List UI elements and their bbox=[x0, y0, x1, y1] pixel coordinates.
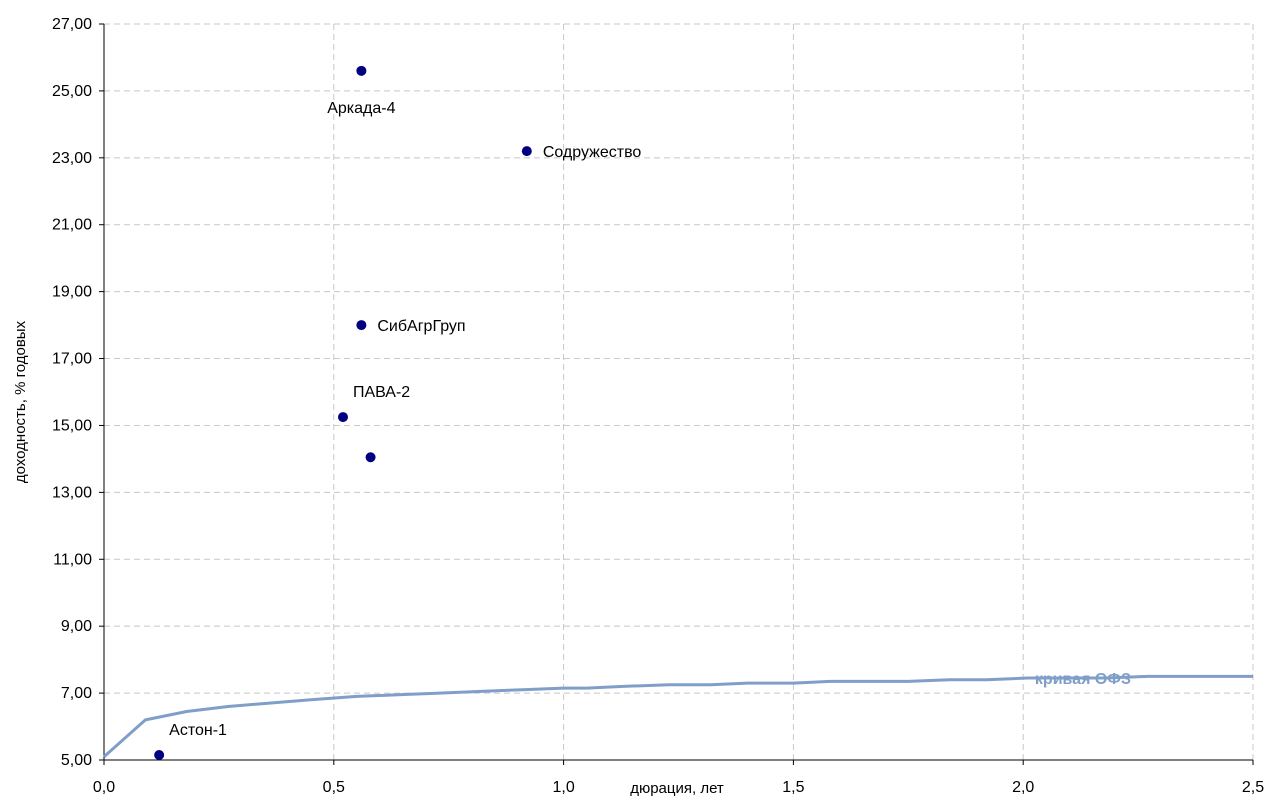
y-tick-label: 5,00 bbox=[61, 752, 92, 769]
y-tick-label: 7,00 bbox=[61, 685, 92, 702]
data-point bbox=[356, 65, 367, 76]
ofz-curve-label: кривая ОФЗ bbox=[1035, 671, 1131, 688]
y-tick-label: 27,00 bbox=[52, 16, 92, 33]
y-tick-label: 17,00 bbox=[52, 351, 92, 368]
y-tick-label: 23,00 bbox=[52, 150, 92, 167]
y-tick-label: 13,00 bbox=[52, 484, 92, 501]
point-label: Содружество bbox=[543, 144, 642, 161]
point-label: СибАгрГруп bbox=[377, 318, 465, 335]
y-tick-label: 25,00 bbox=[52, 83, 92, 100]
point-label: Аркада-4 bbox=[327, 100, 395, 117]
y-tick-label: 21,00 bbox=[52, 217, 92, 234]
data-point bbox=[365, 452, 376, 463]
y-tick-label: 9,00 bbox=[61, 618, 92, 635]
x-tick-label: 1,0 bbox=[552, 779, 574, 796]
point-label: Астон-1 bbox=[169, 722, 227, 739]
data-point bbox=[521, 146, 532, 157]
x-axis-title: дюрация, лет bbox=[630, 780, 724, 797]
x-tick-label: 2,0 bbox=[1012, 779, 1034, 796]
x-tick-label: 2,5 bbox=[1242, 779, 1264, 796]
x-tick-label: 0,5 bbox=[323, 779, 345, 796]
data-point bbox=[154, 749, 165, 760]
y-tick-label: 19,00 bbox=[52, 284, 92, 301]
y-axis-title: доходность, % годовых bbox=[12, 320, 29, 483]
plot-area bbox=[104, 24, 1253, 760]
x-tick-label: 1,5 bbox=[782, 779, 804, 796]
y-tick-label: 15,00 bbox=[52, 417, 92, 434]
data-point bbox=[337, 412, 348, 423]
point-label: ПАВА-2 bbox=[353, 384, 410, 401]
y-tick-label: 11,00 bbox=[53, 551, 92, 568]
data-point bbox=[356, 320, 367, 331]
x-tick-label: 0,0 bbox=[93, 779, 115, 796]
ofz-curve-line bbox=[103, 674, 1253, 758]
